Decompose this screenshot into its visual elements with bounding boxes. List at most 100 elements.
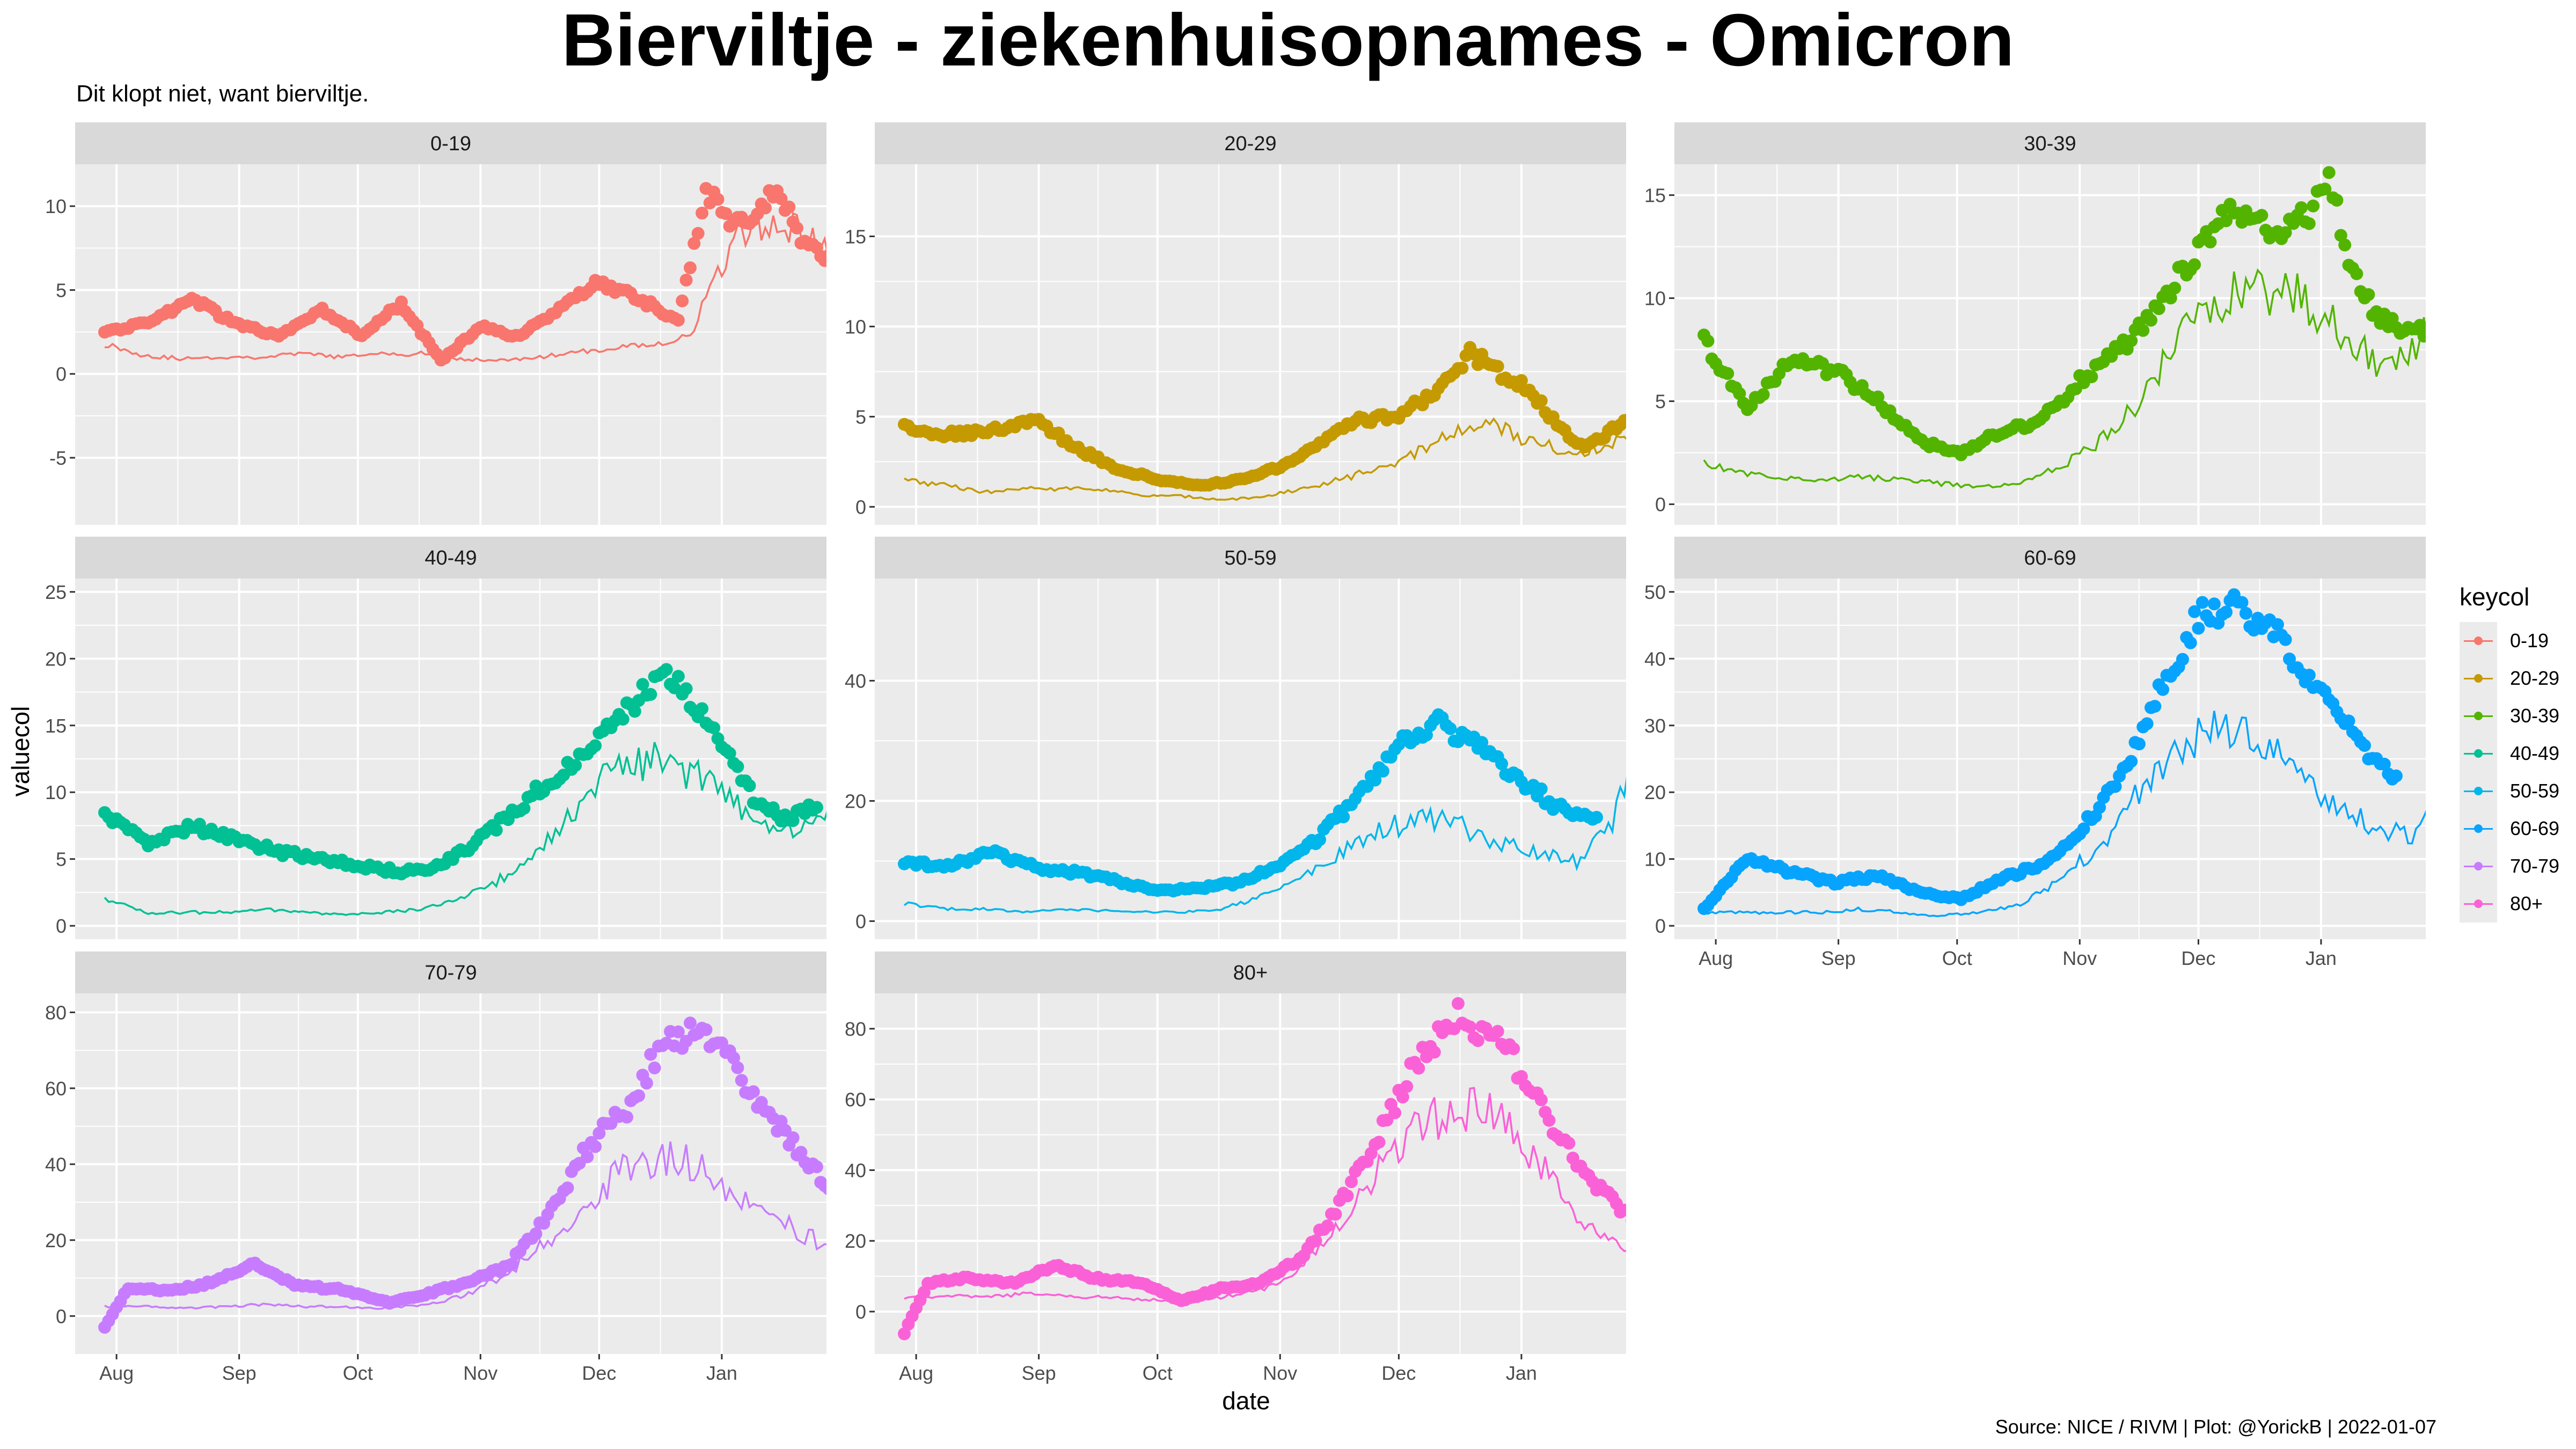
y-tick-label: 40 xyxy=(1644,648,1666,670)
data-point xyxy=(1471,1034,1484,1048)
y-tick-label: 0 xyxy=(855,496,866,518)
legend-key xyxy=(2460,622,2497,660)
y-tick-label: 0 xyxy=(56,363,67,385)
data-point xyxy=(1491,1024,1504,1038)
x-tick-label: Aug xyxy=(99,1362,134,1384)
data-point xyxy=(826,1182,839,1195)
data-point xyxy=(862,252,875,265)
facet-strip-label: 80+ xyxy=(1233,962,1268,984)
data-point xyxy=(2338,238,2352,252)
data-point xyxy=(759,201,772,215)
data-point xyxy=(822,1182,826,1195)
legend-title: keycol xyxy=(2460,583,2530,611)
data-point xyxy=(1634,407,1646,420)
panel-40-49: 40-49 0 5 10 15 20 25 xyxy=(45,537,826,939)
data-point xyxy=(696,207,709,219)
data-point xyxy=(1514,374,1528,387)
legend-key xyxy=(2460,735,2497,772)
data-point xyxy=(2105,350,2118,363)
data-point xyxy=(671,670,685,683)
data-point xyxy=(687,237,701,250)
data-point xyxy=(1452,997,1465,1010)
data-point xyxy=(1534,782,1548,795)
facet-strip-label: 60-69 xyxy=(2024,547,2076,569)
y-tick-label: 0 xyxy=(1655,915,1666,937)
panel-background xyxy=(75,164,826,525)
legend-label: 30-39 xyxy=(2510,705,2560,727)
legend-items: 0-19 20-29 30-39 40-49 50-59 60-69 70-79 80+ xyxy=(2460,622,2560,923)
y-tick-label: 60 xyxy=(45,1078,67,1100)
data-point xyxy=(561,1181,574,1195)
data-point xyxy=(1475,736,1489,749)
data-point xyxy=(723,747,736,760)
data-point xyxy=(1309,1234,1322,1248)
chart-title: Bierviltje - ziekenhuisopnames - Omicron xyxy=(561,0,2015,82)
data-point xyxy=(1491,360,1504,373)
data-point xyxy=(1622,1204,1626,1217)
series-line xyxy=(1703,268,2426,489)
data-point xyxy=(731,1061,744,1074)
legend-label: 0-19 xyxy=(2510,630,2549,652)
data-point xyxy=(791,221,803,235)
data-point xyxy=(589,1140,602,1153)
y-tick-label: 20 xyxy=(845,790,866,812)
data-point xyxy=(719,207,733,220)
data-point xyxy=(569,759,582,772)
data-point xyxy=(810,801,823,814)
data-point xyxy=(2192,621,2205,635)
data-point xyxy=(2433,316,2446,328)
data-point xyxy=(1626,409,1638,422)
data-point xyxy=(1455,361,1469,375)
data-point xyxy=(1622,413,1626,426)
data-point xyxy=(1542,1114,1556,1127)
data-point xyxy=(1562,1137,1576,1150)
data-point xyxy=(2152,302,2165,316)
data-point xyxy=(2302,217,2316,230)
data-point xyxy=(592,1126,606,1140)
data-point xyxy=(898,1327,911,1341)
legend-key xyxy=(2460,810,2497,847)
data-point xyxy=(711,193,724,206)
legend-key xyxy=(2460,847,2497,885)
data-point xyxy=(2109,780,2122,793)
panel-30-39: 30-39 0 5 10 15 xyxy=(1644,122,2446,525)
data-point xyxy=(1396,1091,1409,1104)
x-tick-label: Aug xyxy=(1699,947,1733,969)
series-line xyxy=(104,1141,826,1310)
data-point xyxy=(696,702,709,715)
legend-item-50-59: 50-59 xyxy=(2460,772,2560,810)
data-point xyxy=(1534,1093,1548,1107)
data-point xyxy=(1645,1222,1658,1235)
data-point xyxy=(2140,717,2154,730)
data-point xyxy=(1630,1211,1643,1224)
legend-key xyxy=(2460,660,2497,697)
data-point xyxy=(1638,1223,1651,1235)
legend-key xyxy=(2460,772,2497,810)
data-point xyxy=(2279,226,2292,239)
data-point xyxy=(2125,334,2138,347)
legend-key-dot xyxy=(2474,824,2483,833)
y-tick-label: 10 xyxy=(45,781,67,803)
data-point xyxy=(1507,1042,1520,1056)
y-tick-label: 0 xyxy=(855,910,866,932)
y-tick-label: 15 xyxy=(1644,185,1666,207)
data-point xyxy=(1400,1080,1414,1093)
data-point xyxy=(679,682,693,696)
data-point xyxy=(628,705,641,718)
data-point xyxy=(1428,1045,1441,1059)
legend-item-20-29: 20-29 xyxy=(2460,660,2560,697)
data-point xyxy=(838,1180,851,1193)
legend-key-dot xyxy=(2474,674,2483,683)
data-point xyxy=(2330,194,2344,207)
data-point xyxy=(640,1077,653,1090)
y-axis-label: valuecol xyxy=(6,706,34,797)
data-point xyxy=(707,721,721,735)
data-point xyxy=(1420,728,1433,742)
facet-strip-label: 30-39 xyxy=(2024,133,2076,155)
legend-key-dot xyxy=(2474,899,2483,908)
legend-label: 60-69 xyxy=(2510,817,2560,839)
x-tick-label: Sep xyxy=(222,1362,257,1384)
data-point xyxy=(2302,669,2316,682)
legend-key-dot xyxy=(2474,787,2483,795)
facet-strip-label: 50-59 xyxy=(1224,547,1276,569)
